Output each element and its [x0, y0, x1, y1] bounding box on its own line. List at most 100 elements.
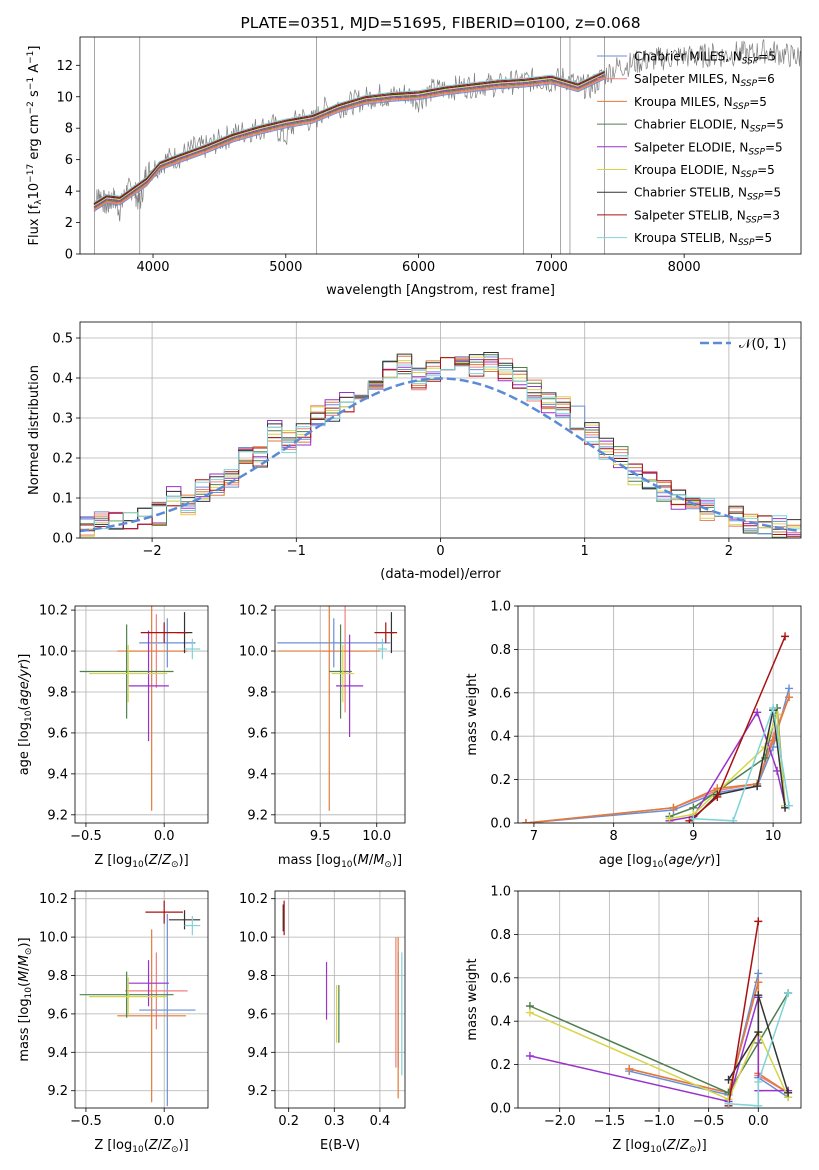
- weight-line: [529, 992, 789, 1094]
- y-tick-label: 9.8: [47, 685, 68, 700]
- x-tick-label: 0.0: [154, 829, 175, 844]
- weight-line: [693, 707, 790, 822]
- y-tick-label: 10.2: [239, 604, 268, 619]
- weight-line: [728, 992, 789, 1107]
- x-axis-label: mass [log10(M/M⊙)]: [278, 853, 402, 870]
- y-tick-label: 10.0: [39, 645, 68, 660]
- y-tick-label: 9.8: [247, 685, 268, 700]
- x-axis-label: Z [log10(Z/Z⊙)]: [94, 1138, 188, 1155]
- y-tick-label: 0.3: [52, 412, 73, 427]
- weight-marker: [754, 1028, 763, 1037]
- weight-line: [727, 994, 789, 1094]
- y-tick-label: 0.0: [490, 1102, 511, 1117]
- y-tick-label: 9.8: [47, 969, 68, 984]
- x-axis-label: age [log10(age/yr)]: [599, 853, 721, 870]
- chart-title: PLATE=0351, MJD=51695, FIBERID=0100, z=0…: [240, 14, 640, 32]
- axes-frame: [517, 605, 802, 824]
- weight-marker: [754, 1077, 763, 1086]
- residuals-marks: [80, 352, 801, 538]
- y-tick-label: 9.4: [247, 767, 268, 782]
- y-tick-label: 0.4: [490, 730, 511, 745]
- x-tick-label: 8000: [668, 260, 701, 275]
- age_vs_mass-panel: 9.5 10.0 9.2 9.4 9.6 9.8 10.0 10.2 mass [log10(M…: [239, 604, 406, 870]
- y-tick-label: 0.1: [52, 492, 73, 507]
- weight-marker: [669, 803, 678, 812]
- weight-marker: [525, 1051, 534, 1060]
- x-tick-label: 5000: [269, 260, 302, 275]
- y-tick-label: 0.0: [52, 532, 73, 547]
- weight-marker: [785, 801, 794, 810]
- y-axis-label: Normed distribution: [27, 365, 42, 495]
- weight-marker: [773, 766, 782, 775]
- weight-marker: [769, 736, 778, 745]
- weight-marker: [784, 988, 793, 997]
- legend-entry: Salpeter STELIB, NSSP=3: [634, 208, 780, 225]
- y-tick-label: 8: [65, 122, 73, 137]
- x-tick-label: −2: [143, 544, 162, 559]
- legend-entry: Kroupa MILES, NSSP=5: [634, 95, 767, 112]
- model-line: [93, 70, 605, 204]
- x-tick-label: 9: [689, 829, 697, 844]
- y-tick-label: 10.2: [39, 604, 68, 619]
- y-tick-label: 9.4: [47, 1046, 68, 1061]
- weight-marker: [785, 684, 794, 693]
- axes-frame: [79, 36, 802, 255]
- age_vs_mass-marks: [277, 606, 398, 811]
- weight_vs_z-panel: −2.0 −1.5 −1.0 −0.5 0.0 0.0 0.2 0.4 0.6 0.8 1.0 mas…: [465, 885, 802, 1155]
- legend-entry: Kroupa STELIB, NSSP=5: [634, 231, 772, 248]
- y-tick-label: 0.4: [52, 372, 73, 387]
- y-axis-label: mass weight: [465, 673, 480, 755]
- weight-line: [727, 921, 760, 1106]
- y-tick-label: 9.6: [47, 1007, 68, 1022]
- plot-area: [75, 891, 208, 1108]
- y-tick-label: 9.4: [247, 1046, 268, 1061]
- x-tick-label: −0.5: [70, 829, 102, 844]
- model-line: [93, 78, 605, 212]
- model-line: [93, 75, 605, 209]
- weight-marker: [665, 814, 674, 823]
- weight-marker: [754, 978, 763, 987]
- x-tick-label: 2: [725, 544, 733, 559]
- spectrum-marks: [93, 37, 801, 254]
- x-tick-label: 8: [610, 829, 618, 844]
- y-tick-label: 9.2: [47, 1084, 68, 1099]
- y-axis-label: mass [log10(M/M⊙)]: [17, 937, 34, 1061]
- y-tick-label: 1.0: [490, 885, 511, 900]
- y-axis-label: Flux [fλ10−17 erg cm−2 s−1 A−1]: [26, 46, 44, 246]
- y-tick-label: 0.4: [490, 1015, 511, 1030]
- legend-entry: Chabrier MILES, NSSP=5: [634, 50, 776, 67]
- plot-area: [75, 606, 208, 823]
- x-tick-label: 1: [581, 544, 589, 559]
- x-tick-label: 0.4: [370, 1114, 391, 1129]
- weight-marker: [754, 917, 763, 926]
- y-tick-label: 9.2: [247, 1084, 268, 1099]
- x-tick-label: 6000: [402, 260, 435, 275]
- y-tick-label: 10.2: [39, 892, 68, 907]
- axes-frame: [274, 890, 406, 1109]
- mass_vs_ebv-panel: 0.2 0.3 0.4 9.2 9.4 9.6 9.8 10.0 10.2 E(B-V): [239, 890, 406, 1153]
- mass_vs_z-panel: −0.5 0.0 9.2 9.4 9.6 9.8 10.0 10.2 Z [log10(Z/Z⊙…: [17, 890, 209, 1155]
- y-tick-label: 1.0: [490, 600, 511, 615]
- legend: Chabrier MILES, NSSP=5 Salpeter MILES, NS…: [597, 50, 784, 248]
- x-tick-label: −2.0: [544, 1114, 576, 1129]
- y-tick-label: 10: [56, 90, 73, 105]
- y-tick-label: 0.8: [490, 643, 511, 658]
- x-tick-label: 7: [530, 829, 538, 844]
- axes-frame: [74, 605, 209, 824]
- x-tick-label: −1: [287, 544, 306, 559]
- weight-marker: [525, 1008, 534, 1017]
- x-tick-label: −0.5: [70, 1114, 102, 1129]
- axes-frame: [517, 890, 802, 1109]
- y-tick-label: 0.6: [490, 686, 511, 701]
- y-tick-label: 12: [56, 59, 73, 74]
- y-tick-label: 6: [65, 153, 73, 168]
- residuals-panel: −2 −1 0 1 2 0.0 0.1 0.2 0.3 0.4 0.5 𝒩(0, 1) (data-mo…: [27, 321, 802, 582]
- y-tick-label: 9.2: [247, 808, 268, 823]
- y-tick-label: 10.0: [239, 931, 268, 946]
- y-tick-label: 4: [65, 185, 73, 200]
- y-tick-label: 9.6: [247, 1007, 268, 1022]
- legend-entry: Salpeter ELODIE, NSSP=5: [634, 140, 783, 157]
- legend-entry: Kroupa ELODIE, NSSP=5: [634, 163, 775, 180]
- gaussian-reference-curve: [80, 377, 801, 533]
- y-tick-label: 0.5: [52, 332, 73, 347]
